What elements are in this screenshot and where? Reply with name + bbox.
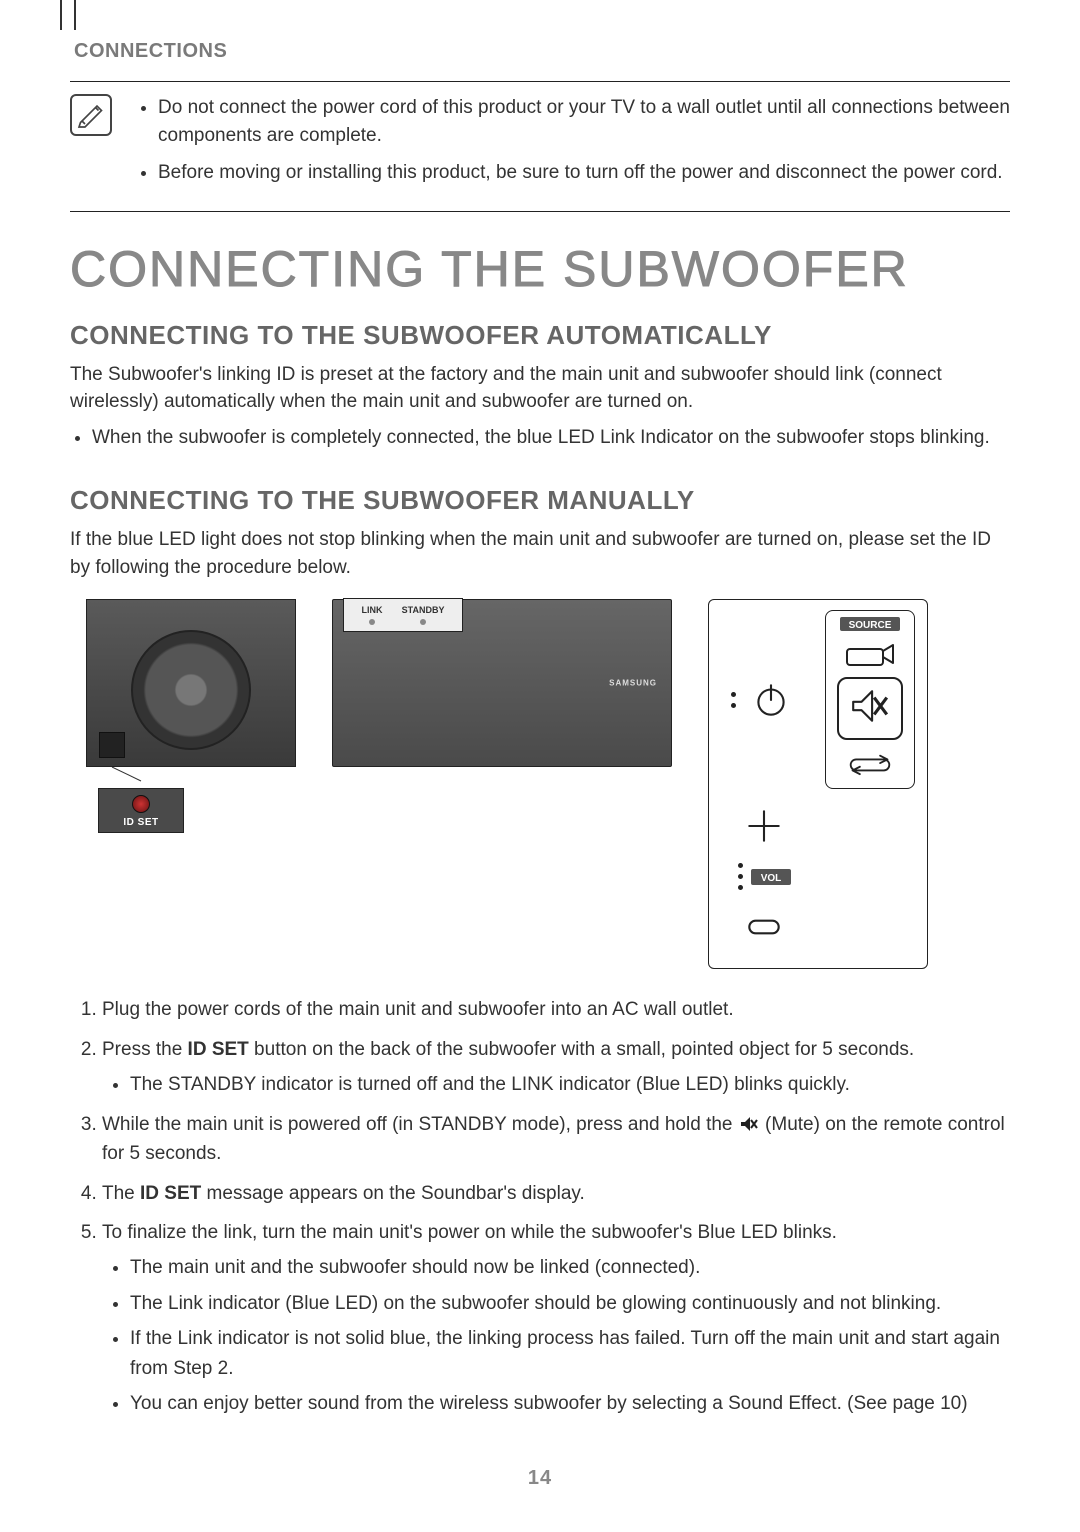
minus-button-icon (737, 900, 791, 954)
soundbar-indicator-panel: LINK STANDBY (343, 598, 463, 632)
idset-callout: ID SET (98, 788, 184, 833)
link-led: LINK (362, 605, 383, 625)
figures-row: ID SET LINK STANDBY SAMSUNG (86, 599, 1010, 969)
notice-block: Do not connect the power cord of this pr… (70, 82, 1010, 211)
divider (70, 211, 1010, 212)
brand-label: SAMSUNG (609, 679, 657, 688)
repeat-button-icon (847, 750, 893, 778)
subwoofer-body (86, 599, 296, 767)
soundbar-body: LINK STANDBY SAMSUNG (332, 599, 672, 767)
step-3: While the main unit is powered off (in S… (102, 1110, 1010, 1169)
auto-heading: CONNECTING TO THE SUBWOOFER AUTOMATICALL… (70, 320, 1010, 351)
link-led-label: LINK (362, 605, 383, 615)
power-button-icon (744, 673, 798, 727)
step-1: Plug the power cords of the main unit an… (102, 995, 1010, 1024)
figure-remote: SOURCE (708, 599, 928, 969)
standby-led-label: STANDBY (402, 605, 445, 615)
auto-bullet-item: When the subwoofer is completely connect… (92, 424, 1010, 452)
auto-paragraph: The Subwoofer's linking ID is preset at … (70, 361, 1010, 416)
source-group: SOURCE (825, 610, 915, 789)
page-number: 14 (70, 1467, 1010, 1490)
notice-list: Do not connect the power cord of this pr… (130, 94, 1010, 197)
standby-led: STANDBY (402, 605, 445, 625)
subwoofer-port (99, 732, 125, 758)
svg-text:SOURCE: SOURCE (849, 620, 892, 631)
figure-subwoofer: ID SET (86, 599, 296, 833)
auto-bullets: When the subwoofer is completely connect… (70, 424, 1010, 452)
idset-label: ID SET (99, 817, 183, 828)
figure-soundbar: LINK STANDBY SAMSUNG (332, 599, 672, 767)
source-button-icon (845, 641, 895, 667)
manual-paragraph: If the blue LED light does not stop blin… (70, 526, 1010, 581)
manual-heading: CONNECTING TO THE SUBWOOFER MANUALLY (70, 485, 1010, 516)
page-tab-marker (60, 0, 76, 30)
step-2: Press the ID SET button on the back of t… (102, 1035, 1010, 1100)
section-label: CONNECTIONS (74, 40, 1010, 63)
idset-button-icon (132, 795, 150, 813)
step-5-sub: The main unit and the subwoofer should n… (130, 1253, 1010, 1282)
page-title: CONNECTING THE SUBWOOFER (70, 240, 1010, 298)
step-2-sub: The STANDBY indicator is turned off and … (130, 1070, 1010, 1099)
step-5-sub: The Link indicator (Blue LED) on the sub… (130, 1289, 1010, 1318)
subwoofer-speaker (131, 630, 251, 750)
step-4: The ID SET message appears on the Soundb… (102, 1179, 1010, 1208)
note-icon (70, 94, 112, 136)
notice-item: Do not connect the power cord of this pr… (158, 94, 1010, 149)
step-5-sub: If the Link indicator is not solid blue,… (130, 1324, 1010, 1383)
source-label: SOURCE (840, 617, 900, 631)
steps-list: Plug the power cords of the main unit an… (70, 995, 1010, 1418)
svg-text:VOL: VOL (760, 873, 781, 884)
vol-label: VOL (751, 869, 791, 885)
step-5: To finalize the link, turn the main unit… (102, 1218, 1010, 1419)
plus-button-icon (737, 799, 791, 853)
callout-line (86, 767, 296, 785)
braille-dots (731, 692, 736, 708)
braille-dots (738, 863, 743, 890)
notice-item: Before moving or installing this product… (158, 159, 1010, 187)
mute-icon (738, 1114, 760, 1134)
step-5-sub: You can enjoy better sound from the wire… (130, 1389, 1010, 1418)
mute-button-icon (849, 685, 891, 727)
